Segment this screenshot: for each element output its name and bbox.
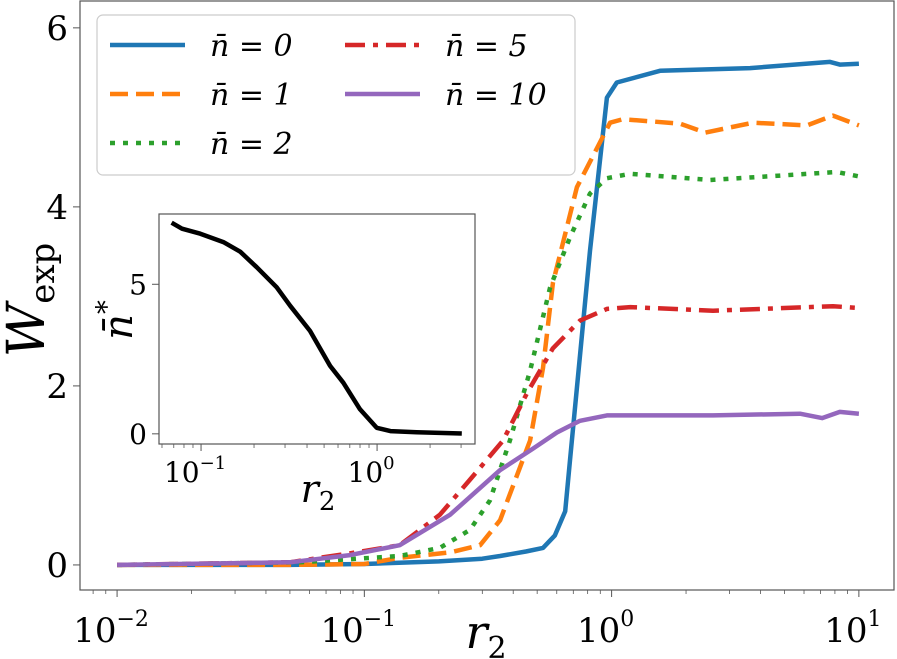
y-label-subscript: exp	[23, 243, 63, 304]
y-tick-label: 4	[46, 188, 68, 228]
legend-label-3: n̄ = 5	[445, 29, 528, 64]
x-tick-label: 10−1	[320, 607, 396, 651]
x-tick-label: 100	[577, 607, 634, 651]
x-tick-exponent: 0	[620, 607, 634, 632]
y-tick-label: 0	[46, 546, 68, 586]
x-tick-base: 10	[320, 611, 363, 651]
series-line-0	[170, 220, 462, 436]
x-tick-base: 10	[348, 456, 384, 489]
legend: n̄ = 0 n̄ = 1 n̄ = 2 n̄ = 5 n̄ = 10	[96, 14, 576, 176]
inset-x-label-subscript: 2	[319, 487, 336, 517]
y-label-base: W	[0, 300, 57, 357]
x-label-subscript: 2	[487, 631, 506, 659]
legend-label-0: n̄ = 0	[210, 29, 293, 64]
x-tick-base: 10	[577, 611, 620, 651]
legend-box	[96, 14, 576, 176]
x-tick-label: 10−1	[164, 453, 226, 489]
y-tick-label: 5	[129, 268, 147, 301]
inset-y-label-base: n̄	[96, 314, 142, 340]
x-tick-exponent: 0	[383, 453, 394, 474]
series-line-4	[117, 409, 860, 568]
x-label-base: r	[465, 605, 490, 659]
x-tick-exponent: 1	[868, 607, 882, 632]
inset-x-label-base: r	[301, 467, 322, 511]
series-line-2	[117, 169, 860, 568]
inset-x-axis-label: r2	[301, 467, 336, 517]
y-axis-label: Wexp	[0, 243, 63, 358]
x-axis-label: r2	[465, 605, 506, 659]
inset-y-label-superscript: *	[90, 300, 123, 314]
x-tick-label: 100	[348, 453, 395, 489]
x-tick-label: 10−2	[73, 607, 149, 651]
x-tick-base: 10	[73, 611, 116, 651]
x-tick-label: 101	[824, 607, 881, 651]
legend-label-1: n̄ = 1	[210, 78, 293, 113]
legend-label-2: n̄ = 2	[210, 127, 293, 162]
legend-label-4: n̄ = 10	[445, 78, 547, 113]
x-tick-base: 10	[824, 611, 867, 651]
y-tick-label: 2	[46, 367, 68, 407]
inset-y-axis-label: n̄*	[90, 300, 142, 340]
y-tick-label: 6	[46, 9, 68, 49]
series-line-0	[117, 59, 860, 568]
x-tick-exponent: −2	[116, 607, 148, 632]
series-line-1	[117, 113, 860, 568]
x-tick-base: 10	[164, 456, 200, 489]
x-tick-exponent: −1	[364, 607, 396, 632]
y-tick-label: 0	[129, 418, 147, 451]
x-tick-exponent: −1	[200, 453, 227, 474]
plot-frame	[158, 213, 476, 445]
